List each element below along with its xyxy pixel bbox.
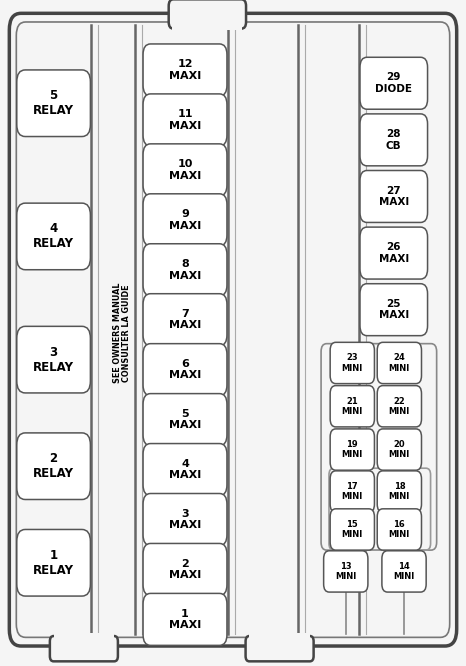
FancyBboxPatch shape <box>360 114 428 166</box>
Text: 21
MINI: 21 MINI <box>342 396 363 416</box>
FancyBboxPatch shape <box>143 444 227 496</box>
Text: 4
MAXI: 4 MAXI <box>169 459 201 480</box>
FancyBboxPatch shape <box>17 326 90 393</box>
FancyBboxPatch shape <box>143 543 227 595</box>
FancyBboxPatch shape <box>323 551 368 592</box>
Bar <box>172 20 242 30</box>
Text: 19
MINI: 19 MINI <box>342 440 363 460</box>
FancyBboxPatch shape <box>143 593 227 645</box>
FancyBboxPatch shape <box>377 386 422 427</box>
Text: 3
RELAY: 3 RELAY <box>33 346 74 374</box>
Text: 23
MINI: 23 MINI <box>342 353 363 373</box>
Text: 7
MAXI: 7 MAXI <box>169 309 201 330</box>
FancyBboxPatch shape <box>143 294 227 346</box>
FancyBboxPatch shape <box>382 551 426 592</box>
FancyBboxPatch shape <box>360 284 428 336</box>
FancyBboxPatch shape <box>330 429 375 470</box>
FancyBboxPatch shape <box>17 433 90 500</box>
FancyBboxPatch shape <box>143 394 227 446</box>
FancyBboxPatch shape <box>143 344 227 396</box>
FancyBboxPatch shape <box>169 0 246 29</box>
Text: 26
MAXI: 26 MAXI <box>379 242 409 264</box>
Text: 15
MINI: 15 MINI <box>342 519 363 539</box>
FancyBboxPatch shape <box>360 227 428 279</box>
Bar <box>54 633 114 646</box>
FancyBboxPatch shape <box>330 509 375 550</box>
Text: 3
MAXI: 3 MAXI <box>169 509 201 530</box>
Text: 2
RELAY: 2 RELAY <box>33 452 74 480</box>
Text: 8
MAXI: 8 MAXI <box>169 259 201 280</box>
Text: 5
RELAY: 5 RELAY <box>33 89 74 117</box>
FancyBboxPatch shape <box>330 342 375 384</box>
FancyBboxPatch shape <box>377 509 422 550</box>
Text: 1
MAXI: 1 MAXI <box>169 609 201 630</box>
Text: 5
MAXI: 5 MAXI <box>169 409 201 430</box>
Text: 29
DIODE: 29 DIODE <box>375 73 412 94</box>
Text: CONSULTER LA GUIDE: CONSULTER LA GUIDE <box>122 284 131 382</box>
FancyBboxPatch shape <box>9 13 457 646</box>
FancyBboxPatch shape <box>360 170 428 222</box>
Text: 20
MINI: 20 MINI <box>389 440 410 460</box>
FancyBboxPatch shape <box>377 342 422 384</box>
Text: 9
MAXI: 9 MAXI <box>169 209 201 230</box>
FancyBboxPatch shape <box>17 203 90 270</box>
Text: 2
MAXI: 2 MAXI <box>169 559 201 580</box>
Text: 6
MAXI: 6 MAXI <box>169 359 201 380</box>
FancyBboxPatch shape <box>377 429 422 470</box>
FancyBboxPatch shape <box>143 144 227 196</box>
Text: 16
MINI: 16 MINI <box>389 519 410 539</box>
Text: 27
MAXI: 27 MAXI <box>379 186 409 207</box>
FancyBboxPatch shape <box>17 529 90 596</box>
Text: 24
MINI: 24 MINI <box>389 353 410 373</box>
FancyBboxPatch shape <box>330 386 375 427</box>
FancyBboxPatch shape <box>17 70 90 137</box>
Text: 12
MAXI: 12 MAXI <box>169 59 201 81</box>
Text: SEE OWNERS MANUAL: SEE OWNERS MANUAL <box>113 283 122 383</box>
Text: 13
MINI: 13 MINI <box>335 561 356 581</box>
Text: 14
MINI: 14 MINI <box>393 561 415 581</box>
Text: 18
MINI: 18 MINI <box>389 482 410 501</box>
FancyBboxPatch shape <box>143 194 227 246</box>
FancyBboxPatch shape <box>143 44 227 96</box>
Text: 11
MAXI: 11 MAXI <box>169 109 201 131</box>
FancyBboxPatch shape <box>143 494 227 545</box>
Text: 22
MINI: 22 MINI <box>389 396 410 416</box>
Text: 25
MAXI: 25 MAXI <box>379 299 409 320</box>
Bar <box>249 633 310 646</box>
FancyBboxPatch shape <box>143 244 227 296</box>
FancyBboxPatch shape <box>246 636 314 661</box>
Text: 17
MINI: 17 MINI <box>342 482 363 501</box>
FancyBboxPatch shape <box>377 471 422 512</box>
FancyBboxPatch shape <box>143 94 227 146</box>
Text: 1
RELAY: 1 RELAY <box>33 549 74 577</box>
Text: 4
RELAY: 4 RELAY <box>33 222 74 250</box>
FancyBboxPatch shape <box>50 636 118 661</box>
FancyBboxPatch shape <box>16 22 450 637</box>
FancyBboxPatch shape <box>360 57 428 109</box>
Text: 10
MAXI: 10 MAXI <box>169 159 201 180</box>
Text: 28
CB: 28 CB <box>386 129 402 151</box>
FancyBboxPatch shape <box>330 471 375 512</box>
